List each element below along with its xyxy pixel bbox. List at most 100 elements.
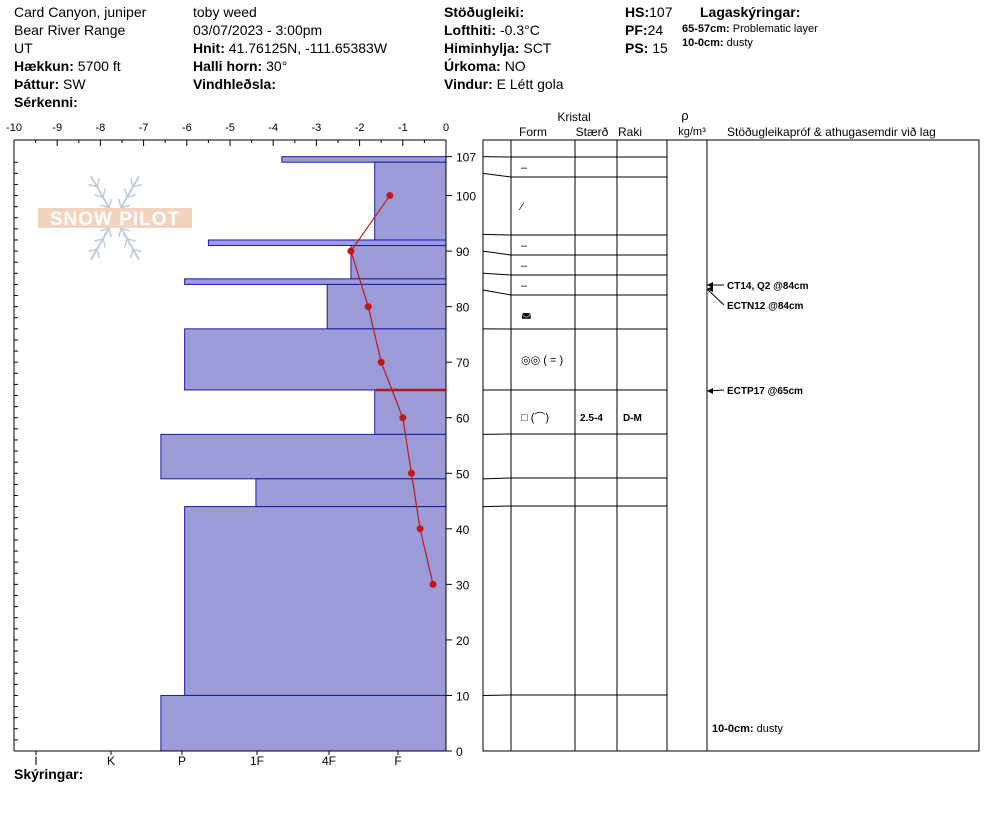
snowflake-branch bbox=[88, 183, 98, 188]
temperature-point bbox=[416, 525, 424, 533]
grain-form: ◎◎ ( = ) bbox=[521, 355, 563, 367]
snowflake-branch bbox=[94, 238, 104, 242]
temp-tick-label: -2 bbox=[355, 122, 365, 134]
snowflake-branch bbox=[88, 248, 98, 253]
header-col-3: Stöðugleiki: Lofthiti: -0.3°C Himinhylja… bbox=[444, 3, 564, 93]
hardness-scale-label: 4F bbox=[322, 754, 336, 768]
snowflake-branch bbox=[108, 198, 113, 208]
layer-legend: Lagaskýringar: bbox=[700, 3, 800, 21]
mountain-range: Bear River Range bbox=[14, 22, 126, 38]
depth-tick-label: 30 bbox=[456, 578, 470, 592]
test-arrow-head bbox=[707, 388, 713, 394]
wind: E Létt gola bbox=[496, 76, 564, 92]
temp-tick-label: -6 bbox=[182, 122, 192, 134]
comment-text: dusty bbox=[754, 723, 784, 735]
hardness-scale-label: F bbox=[394, 754, 401, 768]
grain-form: ◛ bbox=[521, 307, 532, 319]
temperature-point bbox=[399, 414, 407, 422]
hardness-bar bbox=[184, 278, 447, 285]
snowflake-branch bbox=[126, 194, 136, 198]
hardness-bar bbox=[207, 239, 447, 247]
legend-title: Lagaskýringar: bbox=[700, 4, 801, 20]
moisture-value: D-M bbox=[623, 413, 642, 424]
wind-row: Vindur: E Létt gola bbox=[444, 76, 564, 92]
snowflake-branch bbox=[123, 188, 128, 198]
stability-row: Stöðugleiki: bbox=[444, 4, 525, 20]
grain-form: – bbox=[521, 260, 528, 272]
pf-row: PF:24 bbox=[625, 22, 664, 38]
hardness-bar bbox=[374, 389, 447, 435]
header-col-1: Card Canyon, juniper Bear River Range UT… bbox=[14, 3, 146, 111]
hardness-bar bbox=[350, 245, 447, 280]
depth-tick-label: 40 bbox=[456, 523, 470, 537]
header-col-4: HS:107 PF:24 PS: 15 bbox=[625, 3, 672, 57]
snowflake-branch bbox=[120, 227, 130, 232]
temp-tick-label: -7 bbox=[139, 122, 149, 134]
footer-label: Skýringar: bbox=[14, 766, 84, 782]
snowflake-branch bbox=[117, 228, 122, 238]
stability-test: ECTN12 @84cm bbox=[727, 301, 804, 312]
depth-connector-line bbox=[482, 272, 512, 276]
air-temp-row: Lofthiti: -0.3°C bbox=[444, 22, 540, 38]
depth-connector-line bbox=[482, 477, 512, 480]
snowflake-branch bbox=[129, 177, 134, 188]
sky: SCT bbox=[523, 40, 552, 56]
snowflake-branch bbox=[102, 188, 107, 198]
snowflake-branch bbox=[100, 227, 110, 232]
temp-tick-label: -5 bbox=[225, 122, 235, 134]
crystal-header: Kristal bbox=[557, 110, 590, 124]
ps-row: PS: 15 bbox=[625, 40, 668, 56]
tests-header: Stöðugleikapróf & athugasemdir við lag bbox=[727, 125, 936, 139]
air-temp: -0.3°C bbox=[499, 22, 540, 38]
depth-connector-line bbox=[482, 172, 512, 178]
temperature-point bbox=[364, 303, 372, 311]
wind-loading-row: Vindhleðsla: bbox=[193, 76, 276, 92]
hardness-bar bbox=[160, 433, 447, 480]
size-header: Stærð bbox=[576, 125, 609, 139]
precip-row: Úrkoma: NO bbox=[444, 58, 526, 74]
ps: 15 bbox=[652, 40, 668, 56]
temp-tick-label: -8 bbox=[96, 122, 106, 134]
depth-tick-label: 107 bbox=[456, 151, 476, 165]
depth-tick-label: 80 bbox=[456, 301, 470, 315]
depth-tick-label: 70 bbox=[456, 356, 470, 370]
header-col-2: toby weed 03/07/2023 - 3:00pm Hnit: 41.7… bbox=[193, 3, 387, 93]
temp-tick-label: -4 bbox=[268, 122, 278, 134]
snowflake-branch bbox=[126, 238, 136, 242]
grain-form: ⁄ bbox=[518, 201, 525, 213]
stability-test: ECTP17 @65cm bbox=[727, 386, 803, 397]
hardness-scale-label: P bbox=[178, 754, 186, 768]
location: Card Canyon, juniper bbox=[14, 4, 147, 20]
elevation: 5700 ft bbox=[77, 58, 121, 74]
coords-row: Hnit: 41.76125N, -111.65383W bbox=[193, 40, 388, 56]
grain-size: 2.5-4 bbox=[580, 413, 603, 424]
temperature-point bbox=[386, 192, 394, 200]
grid-frame bbox=[482, 139, 980, 752]
watermark-text: SNOW PILOT bbox=[50, 209, 180, 230]
hs: 107 bbox=[649, 4, 673, 20]
depth-tick-label: 60 bbox=[456, 412, 470, 426]
test-arrow-head bbox=[707, 282, 713, 288]
grain-form: – bbox=[521, 240, 528, 252]
temp-tick-label: -1 bbox=[398, 122, 408, 134]
snowflake-branch bbox=[120, 204, 130, 209]
sky-row: Himinhylja: SCT bbox=[444, 40, 552, 56]
bottom-layer-comment: 10-0cm: dusty bbox=[712, 723, 783, 735]
grain-form: □ (⌒) bbox=[521, 411, 549, 424]
snowflake-branch bbox=[100, 204, 110, 209]
slope: 30° bbox=[266, 58, 288, 74]
snowpilot-watermark: SNOW PILOT bbox=[38, 175, 192, 261]
comment-range: 10-0cm: bbox=[712, 723, 754, 735]
snowflake-branch bbox=[96, 177, 101, 188]
temp-tick-label: -9 bbox=[52, 122, 62, 134]
aspect-row: Þáttur: SW bbox=[14, 76, 86, 92]
hardness-bar bbox=[255, 478, 447, 508]
depth-tick-label: 100 bbox=[456, 190, 476, 204]
snowflake-branch bbox=[94, 194, 104, 198]
temperature-point bbox=[429, 580, 437, 588]
hardness-scale-label: I bbox=[34, 754, 37, 768]
hardness-scale-label: 1F bbox=[250, 754, 264, 768]
temperature-point bbox=[377, 358, 385, 366]
density-unit-header: kg/m³ bbox=[678, 126, 706, 138]
